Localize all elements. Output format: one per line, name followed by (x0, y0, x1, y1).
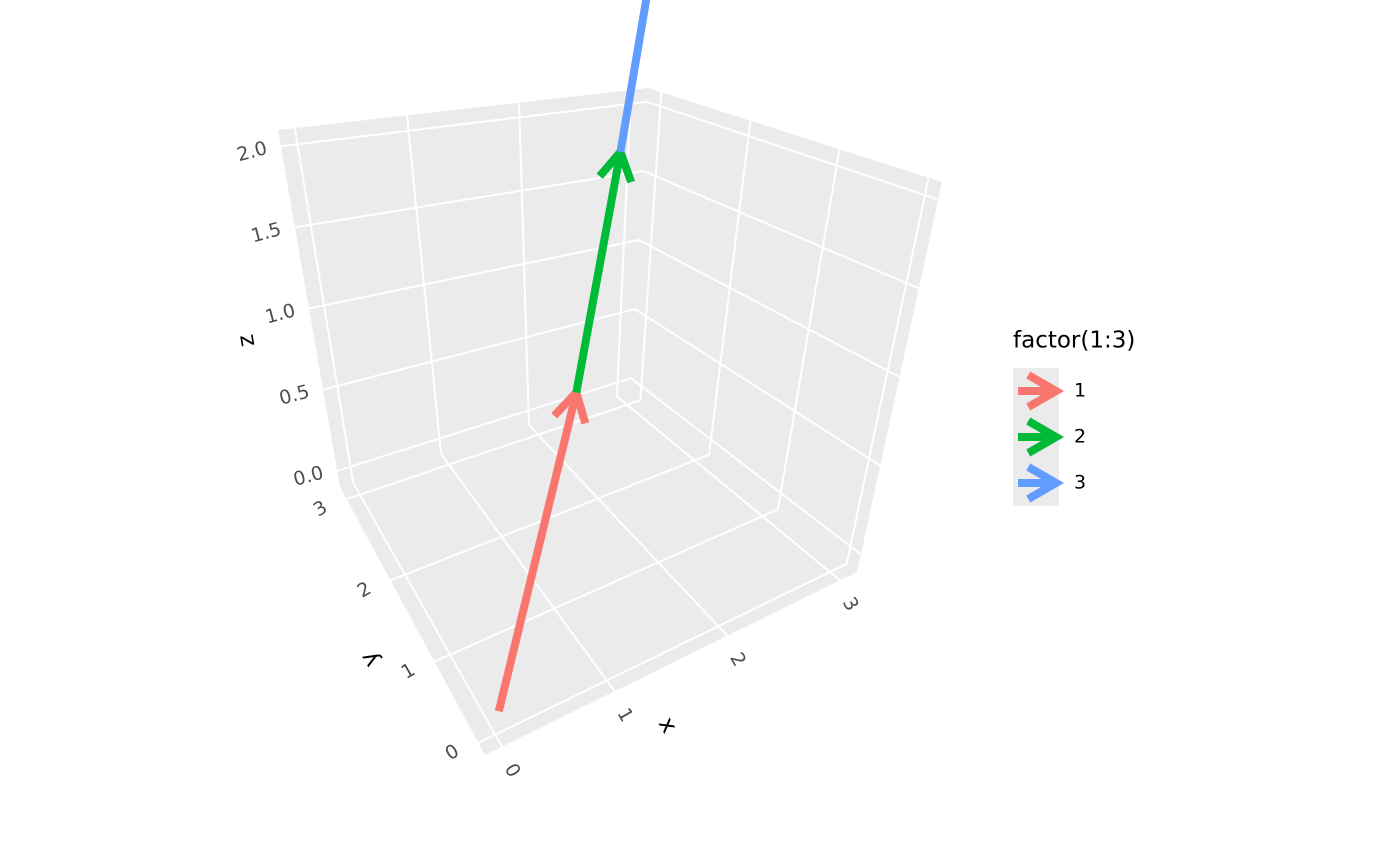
marks (494, 0, 651, 713)
legend-label: 2 (1074, 426, 1086, 448)
z-tick-label: 1.0 (263, 299, 298, 328)
grid-line (322, 308, 636, 391)
legend: 1 2 3 (1018, 371, 1086, 503)
grid-line (642, 169, 920, 290)
grid-line (346, 399, 641, 501)
y-tick-label: 1 (397, 659, 418, 684)
z-tick-label: 2.0 (235, 137, 270, 166)
x-tick-label: 0 (500, 760, 525, 781)
x-axis-title: x (653, 713, 682, 738)
y-tick-label: 0 (441, 740, 462, 765)
arrow-segment (572, 151, 625, 394)
z-tick-label: 0.5 (277, 381, 312, 410)
grid-line (434, 508, 779, 663)
grid-line (294, 169, 644, 229)
y-tick-label: 2 (354, 577, 375, 602)
x-tick-label: 3 (838, 593, 863, 614)
panel-wall (630, 88, 942, 572)
grid-line (280, 100, 648, 148)
y-tick-label: 3 (310, 496, 331, 521)
arrowhead (1026, 417, 1064, 457)
legend-label: 3 (1074, 472, 1086, 494)
grid-line (634, 308, 881, 467)
grid-line (440, 453, 616, 692)
grid-line (646, 100, 939, 201)
grid (280, 89, 939, 748)
panels (278, 88, 942, 755)
legend-title: factor(1:3) (1013, 328, 1135, 354)
y-axis-title: y (355, 647, 384, 672)
grid-line (336, 377, 632, 472)
x-tick-label: 1 (613, 704, 638, 725)
x-tick-label: 2 (725, 649, 750, 670)
z-tick-label: 1.5 (249, 218, 284, 247)
grid-line (352, 482, 503, 748)
grid-line (616, 395, 841, 582)
z-axis-title: z (233, 332, 261, 348)
grid-line (308, 239, 640, 310)
arrowhead (1026, 371, 1064, 411)
panel-floor (340, 392, 857, 755)
arrowhead (1026, 463, 1064, 503)
z-tick-label: 0.0 (291, 462, 326, 491)
grid-line (630, 377, 862, 556)
panel-wall (278, 88, 648, 487)
legend-label: 1 (1074, 380, 1086, 402)
arrow-segment (616, 0, 651, 153)
arrow-segment (494, 391, 581, 713)
grid-line (638, 239, 900, 378)
grid-line (477, 562, 848, 744)
